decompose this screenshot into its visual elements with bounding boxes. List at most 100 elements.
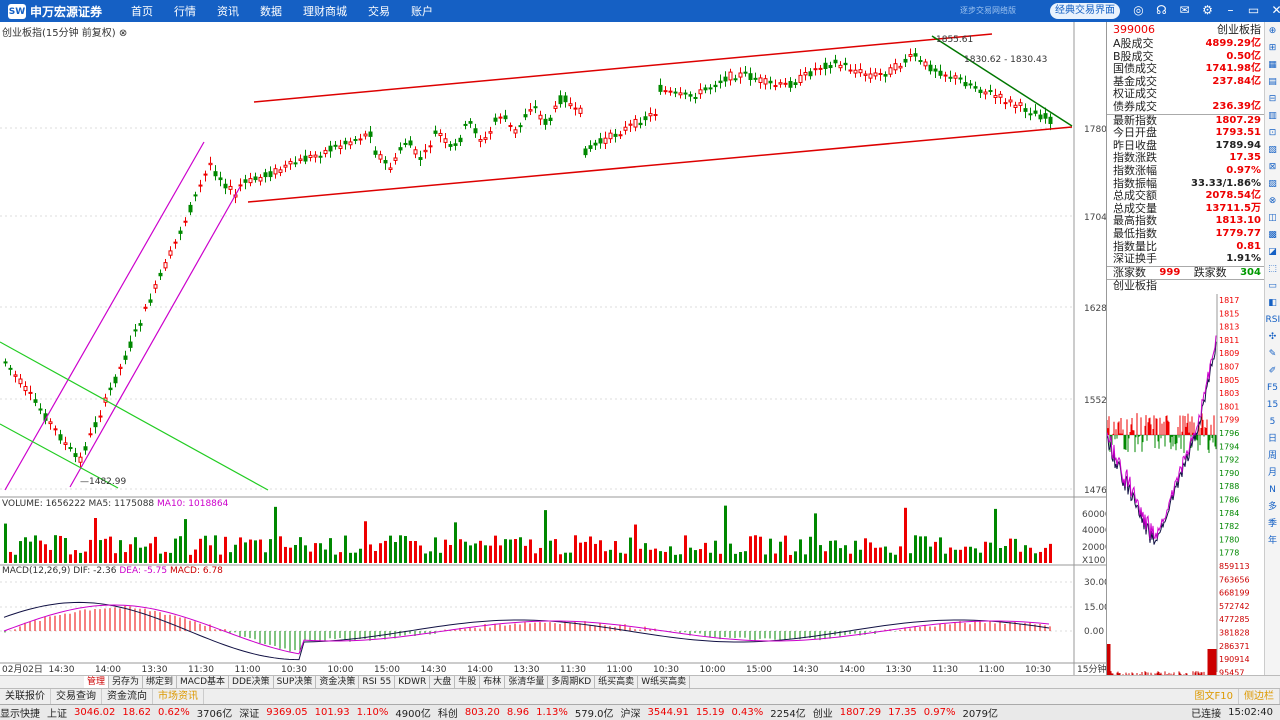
volume-bar bbox=[959, 549, 962, 563]
kc-pct: 1.13% bbox=[536, 707, 568, 718]
tool-icon-11[interactable]: ◫ bbox=[1268, 213, 1277, 223]
quote-value: 0.97% bbox=[1226, 164, 1261, 176]
tool-icon-21[interactable]: F5 bbox=[1267, 383, 1278, 393]
tool-icon-4[interactable]: ⊟ bbox=[1268, 94, 1277, 104]
volume-bar bbox=[299, 537, 302, 563]
intraday-mini-chart[interactable]: 1817 1815 1813 1811 1809 1807 1805 1803 1801 1799… bbox=[1107, 22, 1265, 675]
sh-change: 18.62 bbox=[122, 707, 151, 718]
candle bbox=[243, 179, 248, 183]
candle bbox=[563, 95, 568, 103]
tool-icon-2[interactable]: ▦ bbox=[1268, 60, 1277, 70]
tool-icon-0[interactable]: ⊕ bbox=[1268, 26, 1277, 36]
indicator-tab-13[interactable]: 多周期KD bbox=[548, 676, 596, 688]
tool-icon-23[interactable]: 5 bbox=[1269, 417, 1276, 427]
tool-icon-19[interactable]: ✎ bbox=[1268, 349, 1277, 359]
menu-item-2[interactable]: 资讯 bbox=[217, 5, 239, 18]
close-icon[interactable]: ✕ bbox=[1271, 3, 1280, 17]
indicator-tab-3[interactable]: MACD基本 bbox=[177, 676, 230, 688]
headset-icon[interactable]: ☊ bbox=[1156, 3, 1167, 17]
tool-icon-14[interactable]: ⬚ bbox=[1268, 264, 1277, 274]
tool-icon-20[interactable]: ✐ bbox=[1268, 366, 1277, 376]
info-icon[interactable]: ◎ bbox=[1133, 3, 1144, 17]
tool-icon-12[interactable]: ▩ bbox=[1268, 230, 1277, 240]
sz-label[interactable]: 深证 bbox=[239, 709, 260, 720]
candle bbox=[718, 80, 723, 84]
settings-icon[interactable]: ⚙ bbox=[1202, 3, 1213, 17]
menu-item-1[interactable]: 行情 bbox=[174, 5, 196, 18]
side-toggle-1[interactable]: 侧边栏 bbox=[1239, 689, 1280, 704]
indicator-tab-14[interactable]: 纸买高卖 bbox=[595, 676, 639, 688]
tool-icon-8[interactable]: ⊠ bbox=[1268, 162, 1277, 172]
minimize-icon[interactable]: – bbox=[1227, 3, 1234, 17]
indicator-tab-8[interactable]: KDWR bbox=[395, 676, 431, 688]
indicator-tab-0[interactable]: 管理 bbox=[84, 676, 110, 688]
indicator-tab-5[interactable]: SUP决策 bbox=[274, 676, 317, 688]
tool-icon-9[interactable]: ▨ bbox=[1268, 179, 1277, 189]
tool-icon-15[interactable]: ▭ bbox=[1268, 281, 1277, 291]
tool-icon-30[interactable]: 年 bbox=[1267, 536, 1277, 546]
side-toggle-0[interactable]: 图文F10 bbox=[1190, 689, 1239, 704]
hs-label[interactable]: 沪深 bbox=[620, 709, 641, 720]
tool-icon-25[interactable]: 周 bbox=[1267, 451, 1277, 461]
candle bbox=[433, 130, 438, 134]
indicator-tab-10[interactable]: 牛股 bbox=[455, 676, 481, 688]
indicator-tab-2[interactable]: 绑定到 bbox=[143, 676, 178, 688]
indicator-tab-12[interactable]: 张清华量 bbox=[505, 676, 549, 688]
slogan: 逐步交易网络版 bbox=[960, 6, 1016, 15]
classic-trade-button[interactable]: 经典交易界面 bbox=[1050, 3, 1120, 19]
kc-label[interactable]: 科创 bbox=[437, 709, 458, 720]
tool-icon-17[interactable]: RSI bbox=[1265, 315, 1280, 325]
menu-item-6[interactable]: 账户 bbox=[411, 5, 433, 18]
tool-icon-3[interactable]: ▤ bbox=[1268, 77, 1277, 87]
tool-icon-10[interactable]: ⊗ bbox=[1268, 196, 1277, 206]
tool-icon-13[interactable]: ◪ bbox=[1268, 247, 1277, 257]
period-label[interactable]: 15分钟 bbox=[1077, 663, 1106, 675]
cy-label[interactable]: 创业 bbox=[812, 709, 833, 720]
menu-item-0[interactable]: 首页 bbox=[131, 5, 153, 18]
function-tab-2[interactable]: 资金流向 bbox=[102, 689, 153, 704]
tool-icon-6[interactable]: ⊡ bbox=[1268, 128, 1277, 138]
indicator-tab-4[interactable]: DDE决策 bbox=[229, 676, 274, 688]
menu-item-5[interactable]: 交易 bbox=[368, 5, 390, 18]
indicator-tab-11[interactable]: 布林 bbox=[480, 676, 506, 688]
function-tab-1[interactable]: 交易查询 bbox=[51, 689, 102, 704]
kline-chart-panel[interactable]: 1780 1704 1628 1552 1476 1855.61 1830.62 - 183… bbox=[0, 22, 1106, 675]
tool-icon-27[interactable]: N bbox=[1269, 485, 1276, 495]
tool-icon-16[interactable]: ◧ bbox=[1268, 298, 1277, 308]
volume-bar bbox=[669, 546, 672, 563]
maximize-icon[interactable]: ▭ bbox=[1247, 3, 1260, 17]
quote-row: 指数涨幅 0.97% bbox=[1107, 164, 1265, 178]
tool-icon-29[interactable]: 季 bbox=[1267, 519, 1277, 529]
indicator-tab-15[interactable]: W纸买高卖 bbox=[638, 676, 691, 688]
indicator-tab-1[interactable]: 另存为 bbox=[109, 676, 144, 688]
function-tab-0[interactable]: 关联报价 bbox=[0, 689, 51, 704]
sh-label[interactable]: 上证 bbox=[47, 709, 67, 720]
mini-axis-tick: 477285 bbox=[1219, 615, 1250, 624]
candle bbox=[838, 64, 843, 69]
menu-item-3[interactable]: 数据 bbox=[260, 5, 282, 18]
tool-icon-1[interactable]: ⊞ bbox=[1268, 43, 1277, 53]
settings-circle-icon[interactable]: ⊗ bbox=[118, 28, 128, 39]
indicator-tab-7[interactable]: RSI 55 bbox=[359, 676, 396, 688]
tool-icon-28[interactable]: 多 bbox=[1267, 502, 1277, 512]
tool-icon-5[interactable]: ▥ bbox=[1268, 111, 1277, 121]
tool-icon-7[interactable]: ▧ bbox=[1268, 145, 1277, 155]
candle bbox=[1033, 110, 1038, 114]
volume-bar bbox=[954, 549, 957, 563]
kc-amount: 579.0亿 bbox=[574, 709, 614, 720]
mini-axis-tick: 1799 bbox=[1219, 416, 1239, 425]
tool-icon-18[interactable]: ✣ bbox=[1268, 332, 1277, 342]
price-tick: 1552 bbox=[1084, 396, 1106, 406]
quote-row: 指数量比 0.81 bbox=[1107, 240, 1265, 254]
tool-icon-26[interactable]: 月 bbox=[1267, 468, 1277, 478]
function-tab-3[interactable]: 市场资讯 bbox=[153, 689, 204, 704]
mail-icon[interactable]: ✉ bbox=[1179, 3, 1190, 17]
quote-separator bbox=[1107, 265, 1265, 267]
menu-item-4[interactable]: 理财商城 bbox=[303, 5, 347, 18]
indicator-tab-9[interactable]: 大盘 bbox=[430, 676, 456, 688]
indicator-tab-6[interactable]: 资金决策 bbox=[316, 676, 360, 688]
tool-icon-22[interactable]: 15 bbox=[1266, 400, 1279, 410]
tool-icon-24[interactable]: 日 bbox=[1267, 434, 1277, 444]
kline-chart[interactable]: 1780 1704 1628 1552 1476 1855.61 1830.62 - 183… bbox=[0, 22, 1106, 675]
display-shortcut[interactable]: 显示快捷 bbox=[0, 709, 40, 720]
